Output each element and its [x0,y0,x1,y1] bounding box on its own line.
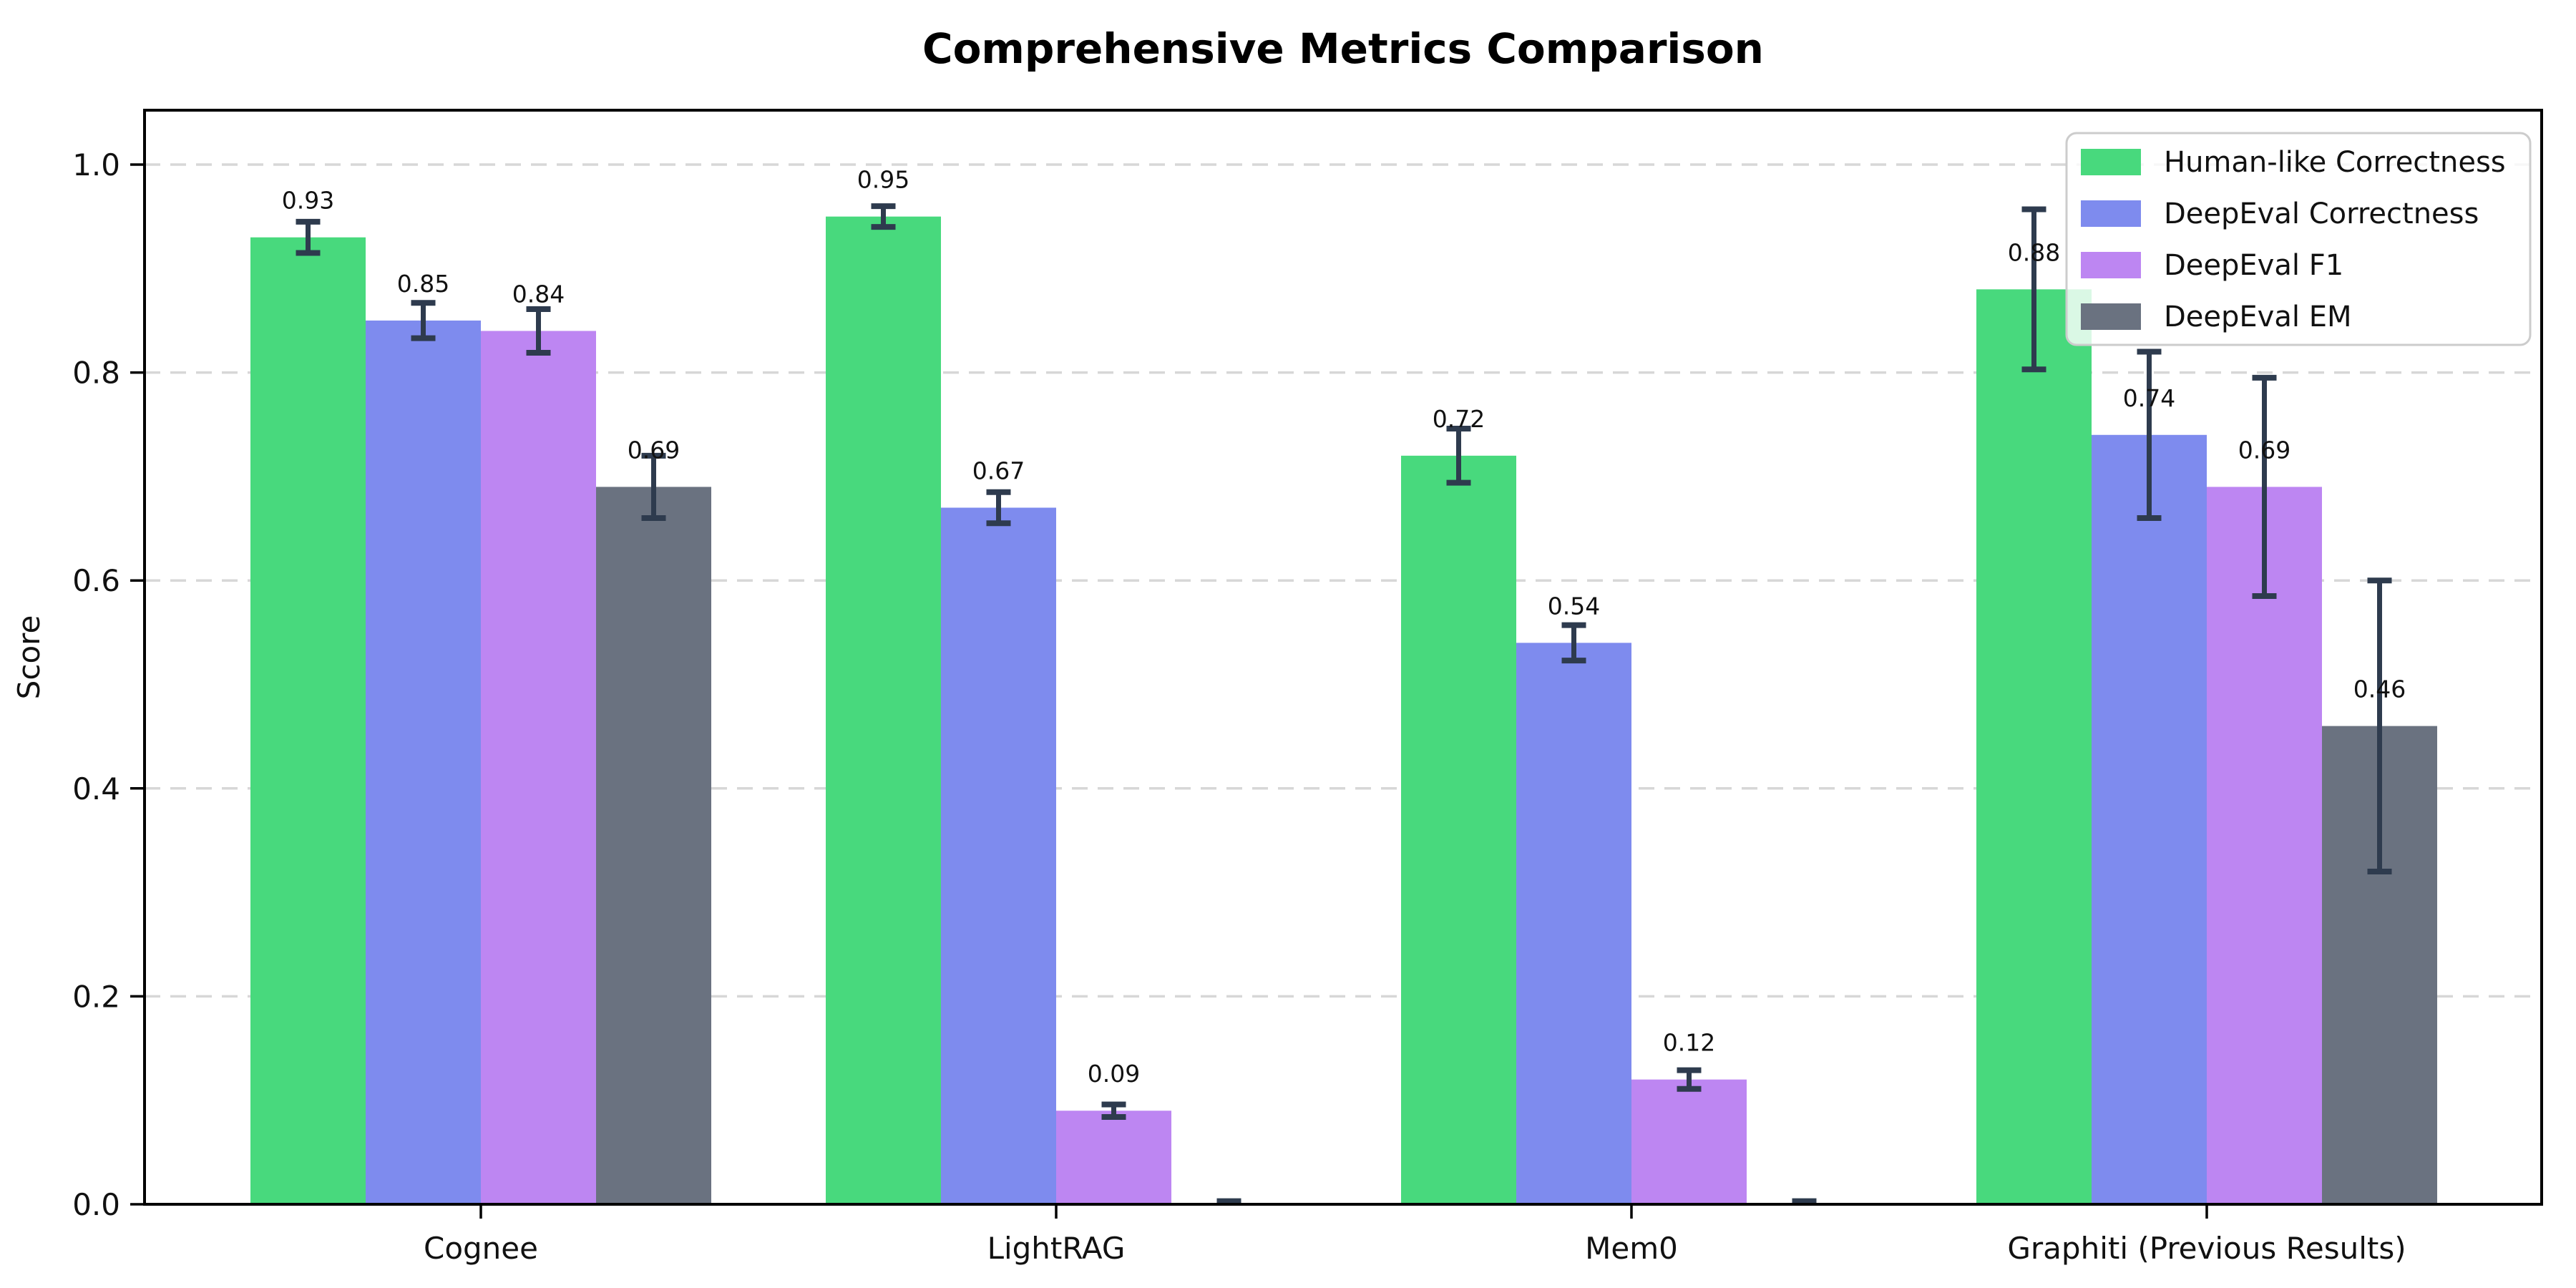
bar-value-label: 0.69 [2238,436,2290,464]
y-tick-label: 0.2 [72,979,120,1014]
bar-4-1 [596,487,711,1204]
bar-value-label: 0.84 [512,280,565,308]
legend-swatch-2 [2081,200,2141,227]
bar-value-label: 0.12 [1663,1029,1715,1057]
y-axis-label: Score [11,615,47,700]
bar-3-4 [2207,487,2322,1204]
bar-1-1 [250,237,366,1205]
x-tick-label: Mem0 [1585,1231,1678,1266]
bar-value-label: 0.93 [282,187,334,215]
bar-3-1 [481,331,596,1205]
legend-swatch-1 [2081,149,2141,175]
bar-value-label: 0.09 [1088,1060,1140,1088]
x-tick-label: Cognee [424,1231,538,1266]
legend-label-1: Human-like Correctness [2164,146,2506,179]
bar-value-label: 0.95 [857,166,909,194]
legend-label-2: DeepEval Correctness [2164,197,2479,230]
bar-value-label: 0.88 [2008,238,2060,266]
bar-value-label: 0.72 [1433,405,1485,433]
axes-spines [143,109,2543,1206]
bar-2-2 [941,507,1056,1204]
y-tick-label: 0.8 [72,356,120,391]
chart-title: Comprehensive Metrics Comparison [922,24,1764,73]
bar-value-label: 0.74 [2123,384,2175,412]
bar-value-label: 0.69 [628,436,680,464]
legend-box [2065,132,2532,346]
legend-swatch-4 [2081,303,2141,330]
bar-3-3 [1631,1079,1747,1204]
bar-1-3 [1401,455,1516,1204]
bar-value-label: 0.67 [972,457,1025,484]
bar-3-2 [1056,1111,1171,1204]
legend-label-3: DeepEval F1 [2164,249,2343,282]
y-tick-label: 1.0 [72,147,120,182]
legend-label-4: DeepEval EM [2164,301,2351,333]
x-tick-label: LightRAG [987,1231,1126,1266]
bar-1-4 [1976,289,2092,1204]
bar-1-2 [826,216,941,1204]
bar-value-label: 0.54 [1548,592,1600,620]
legend-swatch-3 [2081,252,2141,278]
bar-2-4 [2092,434,2207,1204]
y-tick-label: 0.6 [72,563,120,598]
bar-value-label: 0.46 [2353,675,2406,703]
bar-value-label: 0.85 [397,270,449,298]
x-tick-label: Graphiti (Previous Results) [2007,1231,2406,1266]
y-tick-label: 0.4 [72,771,120,806]
bar-2-1 [366,320,481,1205]
y-tick-label: 0.0 [72,1187,120,1222]
bar-2-3 [1516,643,1631,1204]
